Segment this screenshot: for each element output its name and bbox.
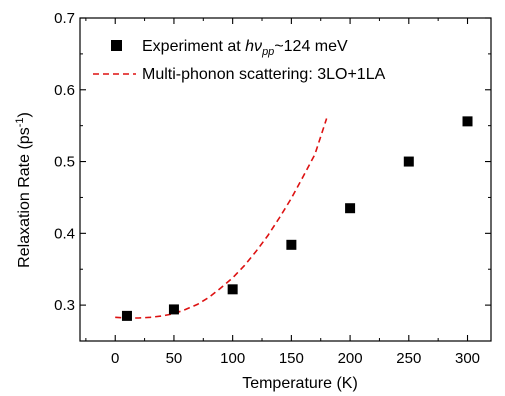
y-tick-label: 0.7	[54, 10, 75, 27]
experiment-point	[403, 156, 414, 167]
y-axis-title: Relaxation Rate (ps-1)	[14, 112, 33, 268]
x-tick-label: 150	[279, 350, 304, 367]
x-tick-label: 50	[166, 350, 183, 367]
legend-experiment-marker	[111, 40, 122, 51]
x-axis-ticks	[85, 18, 469, 341]
y-tick-label: 0.4	[54, 225, 75, 242]
experiment-point	[286, 239, 297, 250]
experiment-point	[462, 116, 473, 127]
y-axis-ticks	[80, 17, 491, 342]
y-axis-title-close: )	[16, 112, 33, 117]
legend: Experiment at hνpp~124 meV Multi-phonon …	[93, 38, 386, 83]
legend-experiment-subscript: pp	[261, 46, 274, 58]
y-tick-label: 0.3	[54, 297, 75, 314]
legend-experiment-prefix: Experiment at	[142, 38, 245, 55]
experiment-point	[121, 310, 132, 321]
x-tick-label: 300	[455, 350, 480, 367]
legend-experiment-label: Experiment at hνpp~124 meV	[142, 38, 348, 58]
y-tick-label: 0.5	[54, 154, 75, 171]
x-tick-label: 200	[338, 350, 363, 367]
x-tick-label: 0	[111, 350, 119, 367]
legend-curve-label: Multi-phonon scattering: 3LO+1LA	[142, 66, 386, 83]
multi-phonon-curve-group	[115, 118, 328, 319]
y-axis-title-main: Relaxation Rate (ps	[16, 127, 33, 268]
y-tick-label: 0.6	[54, 82, 75, 99]
y-axis-title-superscript: -1	[14, 118, 26, 128]
legend-experiment-symbol: hν	[245, 38, 262, 55]
experiment-points-group	[121, 116, 473, 321]
x-axis-title: Temperature (K)	[242, 375, 358, 392]
legend-experiment-suffix: ~124 meV	[274, 38, 348, 55]
x-tick-label: 100	[220, 350, 245, 367]
multi-phonon-curve	[115, 118, 328, 319]
plot-area-border	[79, 17, 492, 342]
x-axis-tick-labels: 0 50 100 150 200 250 300	[111, 350, 480, 367]
experiment-point	[227, 284, 238, 295]
x-tick-label: 250	[396, 350, 421, 367]
experiment-point	[345, 203, 356, 214]
experiment-point	[168, 304, 179, 315]
y-axis-tick-labels: 0.3 0.4 0.5 0.6 0.7	[54, 10, 75, 314]
plot-frame	[79, 17, 492, 342]
